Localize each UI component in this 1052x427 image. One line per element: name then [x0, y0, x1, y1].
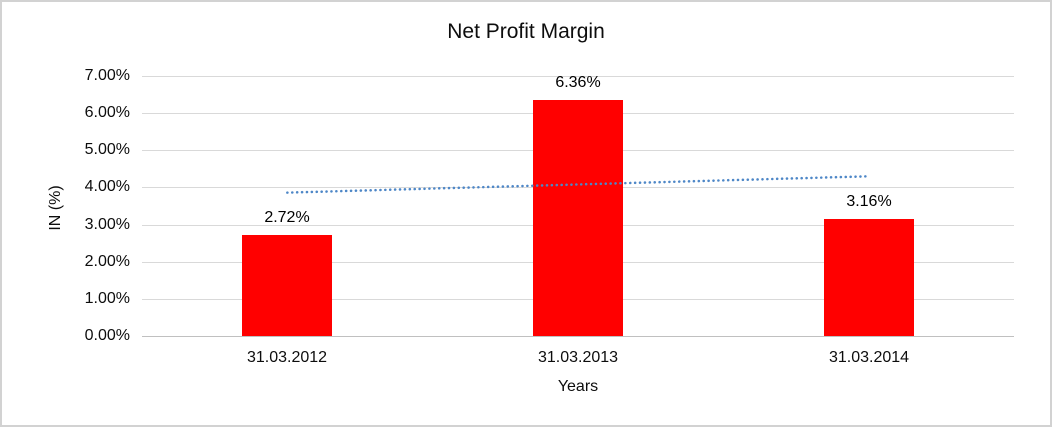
bar-31.03.2014 — [824, 219, 914, 336]
bar-31.03.2013 — [533, 100, 623, 336]
x-axis-title: Years — [557, 378, 599, 395]
y-axis-tick-label: 2.00% — [84, 253, 130, 270]
y-axis-tick-label: 1.00% — [84, 290, 130, 307]
bar-value-label: 6.36% — [555, 74, 601, 91]
y-axis-tick-label: 0.00% — [84, 327, 130, 344]
y-axis-tick-label: 6.00% — [84, 104, 130, 121]
gridline — [142, 76, 1014, 77]
y-axis-tick-label: 4.00% — [84, 178, 130, 195]
bar-31.03.2012 — [242, 235, 332, 336]
x-axis-line — [142, 336, 1014, 337]
y-axis-tick-label: 7.00% — [84, 67, 130, 84]
y-axis-tick-label: 3.00% — [84, 216, 130, 233]
chart-title: Net Profit Margin — [447, 20, 605, 43]
x-axis-tick-label: 31.03.2014 — [828, 349, 910, 366]
y-axis-tick-label: 5.00% — [84, 141, 130, 158]
bar-value-label: 3.16% — [846, 193, 892, 210]
x-axis-tick-label: 31.03.2013 — [537, 349, 619, 366]
bar-value-label: 2.72% — [264, 209, 310, 226]
x-axis-tick-label: 31.03.2012 — [246, 349, 328, 366]
